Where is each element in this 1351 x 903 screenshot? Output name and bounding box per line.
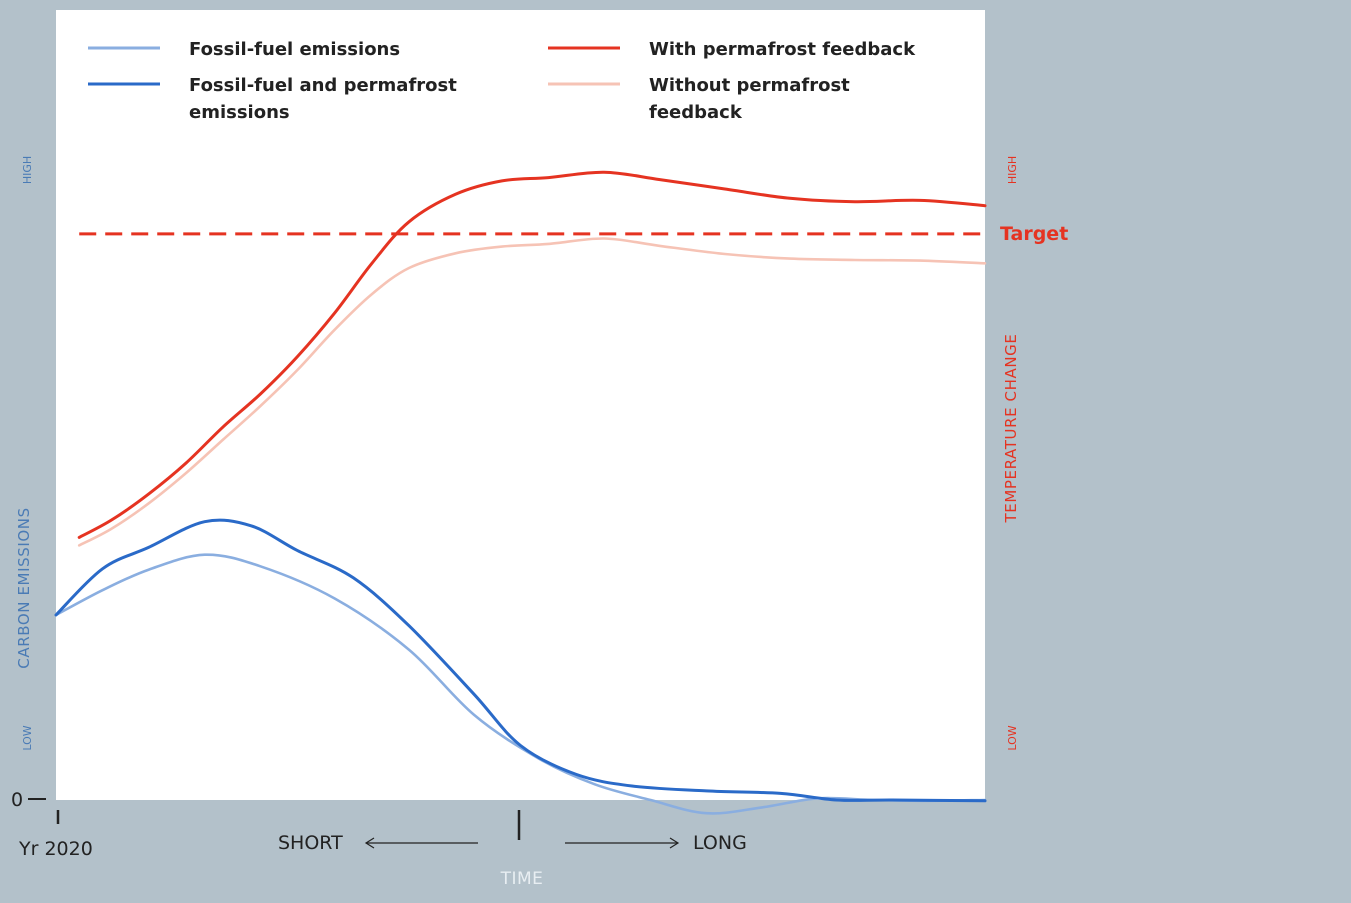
series-line-without-permafrost-feedback	[77, 237, 987, 547]
legend-item: Without permafrost feedback	[548, 75, 850, 123]
annotation-layer: Target HIGH CARBON EMISSIONS LOW 0 HIGH TEMPER…	[11, 156, 1068, 889]
legend-label: With permafrost feedback	[649, 39, 916, 60]
long-arrow-head	[669, 837, 680, 849]
target-label: Target	[1000, 223, 1068, 245]
legend-item: Fossil-fuel emissions	[88, 39, 400, 60]
series-line-with-permafrost-feedback	[77, 170, 987, 539]
series-layer	[54, 170, 987, 815]
right-axis-low-label: LOW	[1006, 725, 1019, 750]
left-axis-title: CARBON EMISSIONS	[15, 507, 33, 668]
right-axis-title: TEMPERATURE CHANGE	[1002, 334, 1020, 524]
legend-label: Fossil-fuel emissions	[189, 39, 400, 60]
legend-item: Fossil-fuel and permafrost emissions	[88, 75, 457, 123]
legend-label: emissions	[189, 102, 290, 123]
left-axis-zero-label: 0	[11, 789, 23, 811]
series-line-fossil-fuel-and-permafrost-emissions	[54, 518, 987, 803]
x-direction-long-label: LONG	[693, 832, 747, 854]
right-axis-high-label: HIGH	[1006, 156, 1019, 184]
short-arrow-head	[364, 837, 375, 849]
x-axis-title: TIME	[500, 869, 544, 889]
legend-label: Fossil-fuel and permafrost	[189, 75, 457, 96]
plot-area	[56, 10, 985, 800]
legend-label: Without permafrost	[649, 75, 850, 96]
legend-label: feedback	[649, 102, 743, 123]
legend: Fossil-fuel emissions Fossil-fuel and per…	[88, 39, 916, 123]
left-axis-low-label: LOW	[21, 725, 34, 750]
left-axis-high-label: HIGH	[21, 156, 34, 184]
x-direction-short-label: SHORT	[278, 832, 343, 854]
x-tick-label: Yr 2020	[18, 838, 93, 860]
legend-item: With permafrost feedback	[548, 39, 916, 60]
